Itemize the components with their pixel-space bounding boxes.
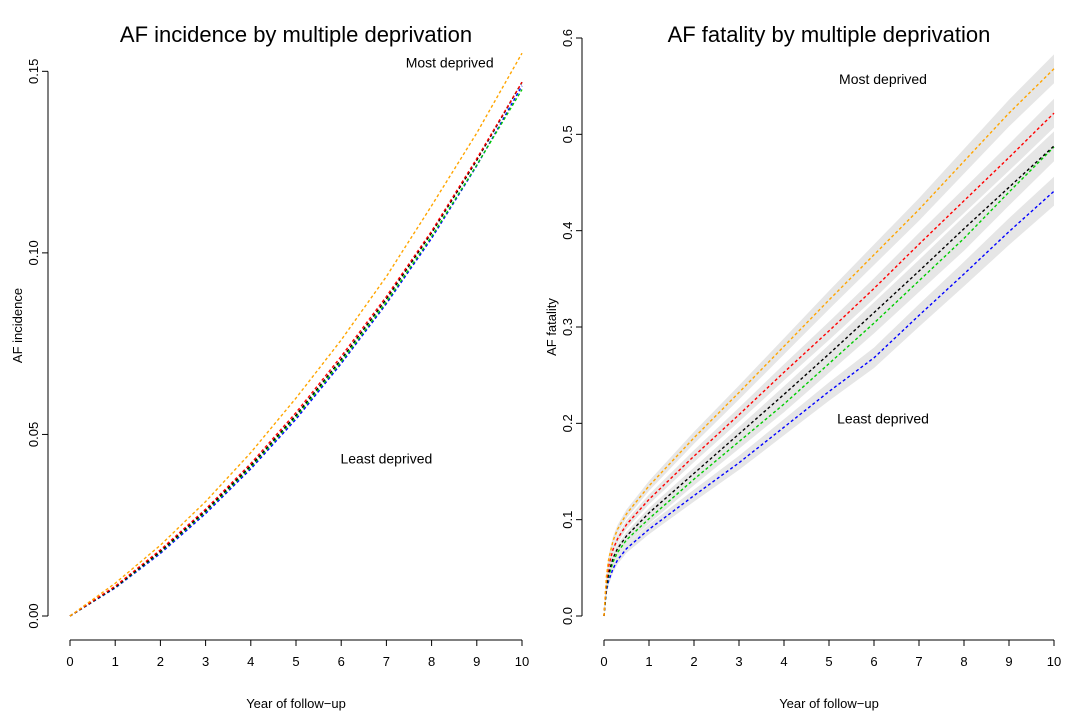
y-tick-label: 0.1: [560, 511, 575, 529]
x-tick-label: 8: [428, 654, 435, 669]
x-tick-label: 1: [112, 654, 119, 669]
x-tick-label: 0: [66, 654, 73, 669]
x-tick-label: 10: [515, 654, 529, 669]
y-tick-label: 0.0: [560, 607, 575, 625]
x-tick-label: 3: [202, 654, 209, 669]
x-tick-label: 6: [338, 654, 345, 669]
x-axis-label: Year of follow−up: [779, 696, 879, 711]
series-line-3: [69, 89, 523, 617]
series-line-0: [603, 68, 1055, 617]
x-tick-label: 6: [870, 654, 877, 669]
series-line-2: [603, 145, 1055, 617]
x-tick-label: 8: [960, 654, 967, 669]
chart-title: AF incidence by multiple deprivation: [120, 22, 472, 47]
annotation: Most deprived: [839, 71, 927, 87]
chart-title: AF fatality by multiple deprivation: [668, 22, 991, 47]
series-line-3: [603, 146, 1055, 617]
y-tick-label: 0.05: [26, 422, 41, 447]
series-line-4: [69, 85, 523, 617]
y-tick-label: 0.15: [26, 59, 41, 84]
y-tick-label: 0.00: [26, 603, 41, 628]
confidence-band-1: [604, 98, 1054, 616]
annotation: Least deprived: [837, 410, 929, 426]
x-tick-label: 7: [915, 654, 922, 669]
x-axis-label: Year of follow−up: [246, 696, 346, 711]
series-line-1: [69, 81, 523, 617]
x-tick-label: 9: [473, 654, 480, 669]
y-tick-label: 0.2: [560, 414, 575, 432]
confidence-band-0: [604, 54, 1054, 616]
y-tick-label: 0.3: [560, 318, 575, 336]
fatality-chart: 0 1 2 3 4 5 6 7 8 9 10 0.0 0.1 0.2 0.3 0.4 0.5 0.6 AF fata…: [544, 22, 1061, 711]
y-axis-label: AF incidence: [10, 288, 25, 363]
y-tick-label: 0.4: [560, 222, 575, 240]
confidence-band-3: [604, 132, 1054, 616]
y-tick-label: 0.5: [560, 125, 575, 143]
series-line-1: [603, 112, 1055, 617]
series-line-0: [69, 52, 523, 617]
series-line-2: [69, 81, 523, 617]
y-axis-label: AF fatality: [544, 298, 559, 356]
x-tick-label: 9: [1005, 654, 1012, 669]
x-tick-label: 1: [645, 654, 652, 669]
x-tick-label: 5: [825, 654, 832, 669]
x-tick-label: 3: [735, 654, 742, 669]
x-tick-label: 2: [690, 654, 697, 669]
x-tick-label: 10: [1047, 654, 1061, 669]
y-tick-label: 0.10: [26, 240, 41, 265]
annotation: Least deprived: [340, 450, 432, 466]
x-tick-label: 5: [292, 654, 299, 669]
x-tick-label: 4: [247, 654, 254, 669]
confidence-band-4: [604, 176, 1054, 616]
x-tick-label: 4: [780, 654, 787, 669]
incidence-chart: 0 1 2 3 4 5 6 7 8 9 10 0.00 0.05 0.10 0.15 AF incidence…: [10, 22, 529, 711]
x-tick-label: 7: [383, 654, 390, 669]
annotation: Most deprived: [406, 55, 494, 71]
x-tick-label: 2: [157, 654, 164, 669]
x-tick-label: 0: [600, 654, 607, 669]
y-tick-label: 0.6: [560, 29, 575, 47]
